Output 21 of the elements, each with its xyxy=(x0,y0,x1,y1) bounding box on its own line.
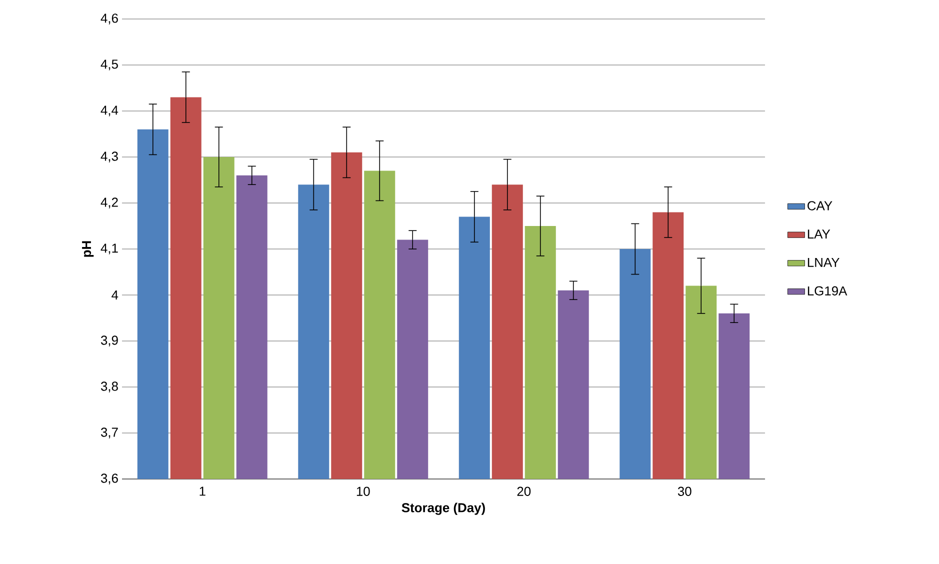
x-tick-label: 1 xyxy=(200,486,206,496)
x-tick-label: 20 xyxy=(517,486,531,496)
y-tick-label: 3,9 xyxy=(100,336,118,346)
y-tick-label: 4,5 xyxy=(100,60,118,70)
y-axis-title: pH xyxy=(82,241,94,257)
y-tick-label: 4,4 xyxy=(100,106,118,116)
legend-label: CAY xyxy=(808,201,832,210)
x-axis-title: Storage (Day) xyxy=(402,502,485,515)
legend-label: LAY xyxy=(808,230,830,239)
y-tick-label: 3,7 xyxy=(100,428,118,438)
x-tick-label: 10 xyxy=(356,486,370,496)
legend-label: LNAY xyxy=(808,258,840,267)
y-tick-label: 4,3 xyxy=(100,152,118,162)
y-tick-label: 3,8 xyxy=(100,382,118,392)
y-tick-label: 4,1 xyxy=(100,244,118,254)
x-tick-label: 30 xyxy=(678,486,692,496)
y-tick-label: 4,6 xyxy=(100,14,118,24)
y-tick-label: 4 xyxy=(112,290,118,300)
y-tick-label: 3,6 xyxy=(100,474,118,484)
legend-label: LG19A xyxy=(808,286,848,296)
y-tick-label: 4,2 xyxy=(100,198,118,208)
